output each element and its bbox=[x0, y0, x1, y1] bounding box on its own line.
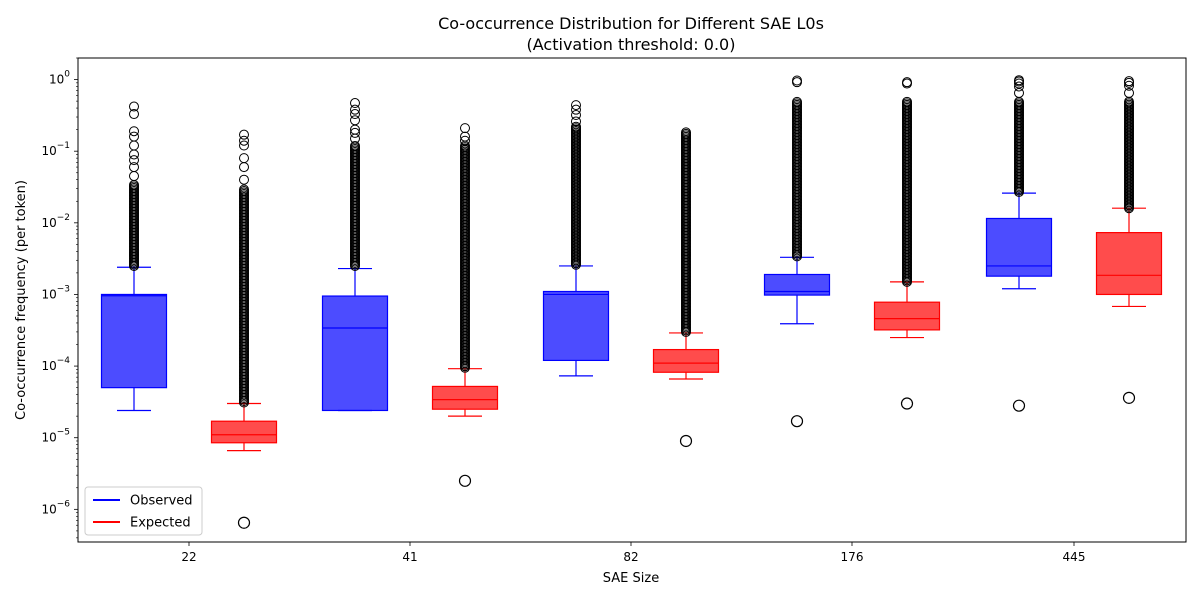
chart-title: Co-occurrence Distribution for Different… bbox=[438, 14, 824, 33]
box-iqr bbox=[652, 348, 720, 373]
flier bbox=[1124, 87, 1134, 98]
box-iqr bbox=[1095, 232, 1163, 296]
flier bbox=[239, 129, 249, 140]
flier bbox=[350, 140, 360, 151]
flier bbox=[129, 101, 139, 112]
flier-low bbox=[458, 474, 472, 487]
x-tick-label: 176 bbox=[841, 550, 864, 564]
flier-low bbox=[1012, 399, 1026, 412]
flier bbox=[239, 140, 249, 151]
flier bbox=[350, 115, 360, 126]
flier bbox=[571, 121, 581, 132]
y-axis-label: Co-occurrence frequency (per token) bbox=[14, 180, 29, 420]
flier-low bbox=[900, 397, 914, 410]
flier bbox=[129, 155, 139, 166]
flier bbox=[350, 98, 360, 109]
box-iqr bbox=[985, 217, 1053, 277]
flier bbox=[129, 109, 139, 120]
flier bbox=[239, 184, 249, 195]
flier-low bbox=[237, 516, 251, 529]
flier bbox=[681, 127, 691, 138]
flier bbox=[1124, 76, 1134, 87]
axes-frame bbox=[77, 57, 1187, 543]
box-iqr bbox=[431, 385, 499, 410]
box-iqr bbox=[542, 290, 610, 362]
flier bbox=[129, 131, 139, 142]
flier bbox=[902, 96, 912, 107]
box-iqr bbox=[763, 273, 831, 296]
boxplot-expected-445 bbox=[1095, 76, 1163, 404]
flier-low bbox=[679, 434, 693, 448]
box-iqr bbox=[100, 293, 168, 389]
legend-label-expected: Expected bbox=[130, 516, 191, 531]
boxplot-expected-41 bbox=[431, 123, 499, 487]
flier bbox=[460, 135, 470, 146]
flier-low bbox=[1122, 391, 1136, 404]
x-tick-label: 82 bbox=[623, 550, 638, 564]
flier bbox=[129, 126, 139, 137]
flier bbox=[350, 127, 360, 138]
boxplot-observed-41 bbox=[321, 98, 389, 412]
flier bbox=[350, 104, 360, 115]
flier bbox=[792, 96, 802, 107]
legend-label-observed: Observed bbox=[130, 494, 193, 509]
flier bbox=[239, 153, 249, 164]
y-tick-label: 10−1 bbox=[41, 141, 70, 158]
y-tick-label: 100 bbox=[49, 70, 70, 87]
flier bbox=[460, 131, 470, 142]
boxplot-observed-176 bbox=[763, 75, 831, 428]
y-tick-label: 10−6 bbox=[41, 499, 70, 516]
boxplot-observed-22 bbox=[100, 101, 168, 412]
y-tick-label: 10−2 bbox=[41, 213, 70, 230]
flier bbox=[239, 135, 249, 146]
plot-area: 10−6 10−5 10−4 10−3 10−2 10−1 100 22 41 82 176 445 O… bbox=[41, 57, 1187, 564]
flier-low bbox=[790, 415, 804, 428]
flier bbox=[460, 123, 470, 134]
chart-subtitle: (Activation threshold: 0.0) bbox=[527, 35, 736, 54]
boxplot-observed-445 bbox=[985, 75, 1053, 412]
flier bbox=[571, 104, 581, 115]
flier bbox=[1014, 81, 1024, 92]
y-tick-label: 10−3 bbox=[41, 284, 70, 301]
x-tick-label: 445 bbox=[1063, 550, 1086, 564]
y-tick-label: 10−4 bbox=[41, 356, 70, 373]
boxplot-expected-82 bbox=[652, 127, 720, 448]
flier bbox=[1014, 75, 1024, 86]
boxplot-observed-82 bbox=[542, 100, 610, 377]
x-tick-label: 41 bbox=[402, 550, 417, 564]
x-tick-label: 22 bbox=[181, 550, 196, 564]
flier bbox=[902, 77, 912, 88]
box-iqr bbox=[210, 420, 278, 444]
y-tick-label: 10−5 bbox=[41, 428, 70, 445]
legend: Observed Expected bbox=[84, 486, 203, 536]
boxplot-expected-176 bbox=[873, 77, 941, 410]
flier bbox=[350, 109, 360, 120]
box-iqr bbox=[873, 301, 941, 331]
flier bbox=[571, 116, 581, 127]
flier bbox=[571, 110, 581, 121]
box-iqr bbox=[321, 295, 389, 412]
x-axis-label: SAE Size bbox=[603, 571, 659, 586]
flier bbox=[239, 174, 249, 185]
flier bbox=[571, 100, 581, 111]
flier bbox=[792, 75, 802, 86]
boxplot-expected-22 bbox=[210, 129, 278, 529]
flier bbox=[129, 162, 139, 173]
flier bbox=[1124, 80, 1134, 91]
